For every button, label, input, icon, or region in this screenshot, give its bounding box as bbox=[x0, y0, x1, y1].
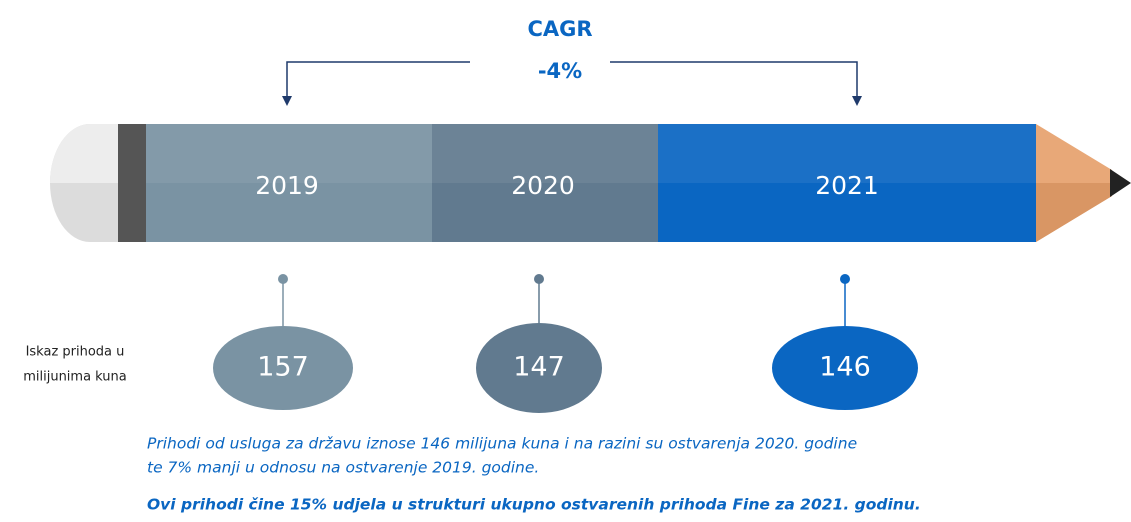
bracket-right bbox=[610, 62, 857, 100]
arrow-left bbox=[282, 96, 292, 106]
year-label: 2019 bbox=[255, 171, 319, 200]
note: te 7% manji u odnosu na ostvarenje 2019.… bbox=[147, 459, 539, 477]
segments: 2019 157 2020 147 2021 146 bbox=[146, 124, 1036, 413]
page: CAGR -4% 2019 157 2020 147 2021 146 Iskaz pri… bbox=[0, 0, 1131, 522]
arrow-right bbox=[852, 96, 862, 106]
year-label: 2020 bbox=[511, 171, 575, 200]
note: Prihodi od usluga za državu iznose 146 m… bbox=[147, 435, 857, 453]
connector-dot bbox=[278, 274, 288, 284]
connector-dot bbox=[534, 274, 544, 284]
unit-note: Iskaz prihoda u bbox=[26, 345, 125, 360]
value-label: 157 bbox=[257, 352, 309, 383]
value-label: 146 bbox=[819, 352, 871, 383]
bracket-left bbox=[287, 62, 470, 100]
connector-dot bbox=[840, 274, 850, 284]
pencil-lead bbox=[1110, 169, 1131, 197]
infographic: CAGR -4% 2019 157 2020 147 2021 146 Iskaz pri… bbox=[0, 0, 1131, 522]
cagr-value: -4% bbox=[538, 59, 582, 83]
value-label: 147 bbox=[513, 352, 565, 383]
note-bold: Ovi prihodi čine 15% udjela u strukturi … bbox=[147, 496, 921, 514]
cagr-title: CAGR bbox=[527, 17, 592, 41]
pencil-wood-shade bbox=[1036, 183, 1112, 242]
pencil-band bbox=[118, 124, 146, 242]
pencil-eraser-highlight bbox=[50, 124, 118, 183]
year-label: 2021 bbox=[815, 171, 879, 200]
unit-note: milijunima kuna bbox=[23, 370, 127, 385]
